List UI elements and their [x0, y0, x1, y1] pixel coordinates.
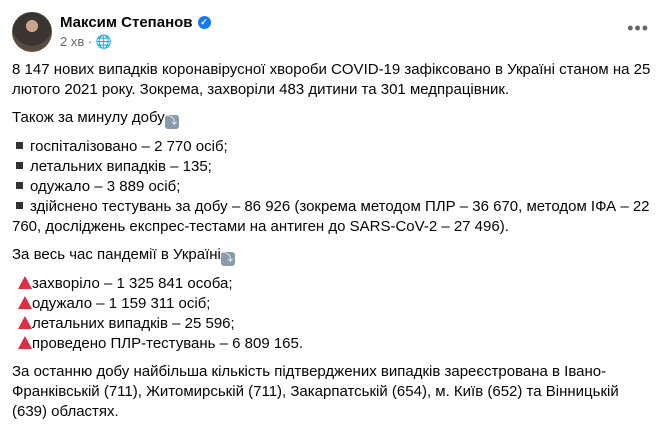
- daily-list: госпіталізовано – 2 770 осіб; летальних …: [12, 137, 652, 237]
- item-text: проведено ПЛР-тестувань – 6 809 165.: [32, 335, 304, 352]
- list-item: захворіло – 1 325 841 особа;: [12, 274, 652, 294]
- item-text: одужало – 3 889 осіб;: [30, 178, 181, 195]
- list-item: одужало – 3 889 осіб;: [12, 177, 652, 197]
- separator: ·: [87, 34, 93, 49]
- arrow-emoji-icon: ⤵: [220, 252, 235, 266]
- item-text: летальних випадків – 25 596;: [32, 315, 235, 332]
- post-time[interactable]: 2 хв: [60, 34, 85, 49]
- list-item: летальних випадків – 135;: [12, 157, 652, 177]
- post-body: 8 147 нових випадків коронавірусної хвор…: [12, 60, 652, 430]
- total-list: захворіло – 1 325 841 особа; одужало – 1…: [12, 274, 652, 354]
- red-triangle-icon: [18, 296, 32, 309]
- item-text: летальних випадків – 135;: [30, 158, 212, 175]
- black-square-icon: [16, 182, 23, 189]
- item-text: госпіталізовано – 2 770 осіб;: [30, 138, 228, 155]
- arrow-emoji-icon: ⤵: [164, 115, 179, 129]
- daily-heading: Також за минулу добу ⤵: [12, 108, 652, 129]
- verified-badge-icon: ✓: [197, 16, 211, 29]
- total-heading: За весь час пандемії в Україні ⤵: [12, 245, 652, 266]
- list-item: проведено ПЛР-тестувань – 6 809 165.: [12, 334, 652, 354]
- avatar[interactable]: [12, 12, 52, 52]
- list-item: летальних випадків – 25 596;: [12, 314, 652, 334]
- black-square-icon: [16, 142, 23, 149]
- black-square-icon: [16, 202, 23, 209]
- black-square-icon: [16, 162, 23, 169]
- intro-text: 8 147 нових випадків коронавірусної хвор…: [12, 61, 651, 98]
- list-item: госпіталізовано – 2 770 осіб;: [12, 137, 652, 157]
- regions-text: За останню добу найбільша кількість підт…: [12, 363, 619, 420]
- list-item: здійснено тестувань за добу – 86 926 (зо…: [12, 197, 652, 237]
- item-text: одужало – 1 159 311 осіб;: [32, 295, 211, 312]
- globe-icon: 🌐: [95, 34, 113, 49]
- daily-heading-text: Також за минулу добу: [12, 109, 165, 126]
- item-text: здійснено тестувань за добу – 86 926 (зо…: [12, 198, 650, 235]
- total-heading-text: За весь час пандемії в Україні: [12, 246, 221, 263]
- more-options-button[interactable]: •••: [627, 18, 649, 38]
- author-name[interactable]: Максим Степанов: [60, 14, 193, 31]
- item-text: захворіло – 1 325 841 особа;: [32, 275, 233, 292]
- red-triangle-icon: [18, 276, 32, 289]
- post-header: Максим Степанов ✓ 2 хв · 🌐: [12, 12, 211, 52]
- red-triangle-icon: [18, 316, 32, 329]
- red-triangle-icon: [18, 336, 32, 349]
- list-item: одужало – 1 159 311 осіб;: [12, 294, 652, 314]
